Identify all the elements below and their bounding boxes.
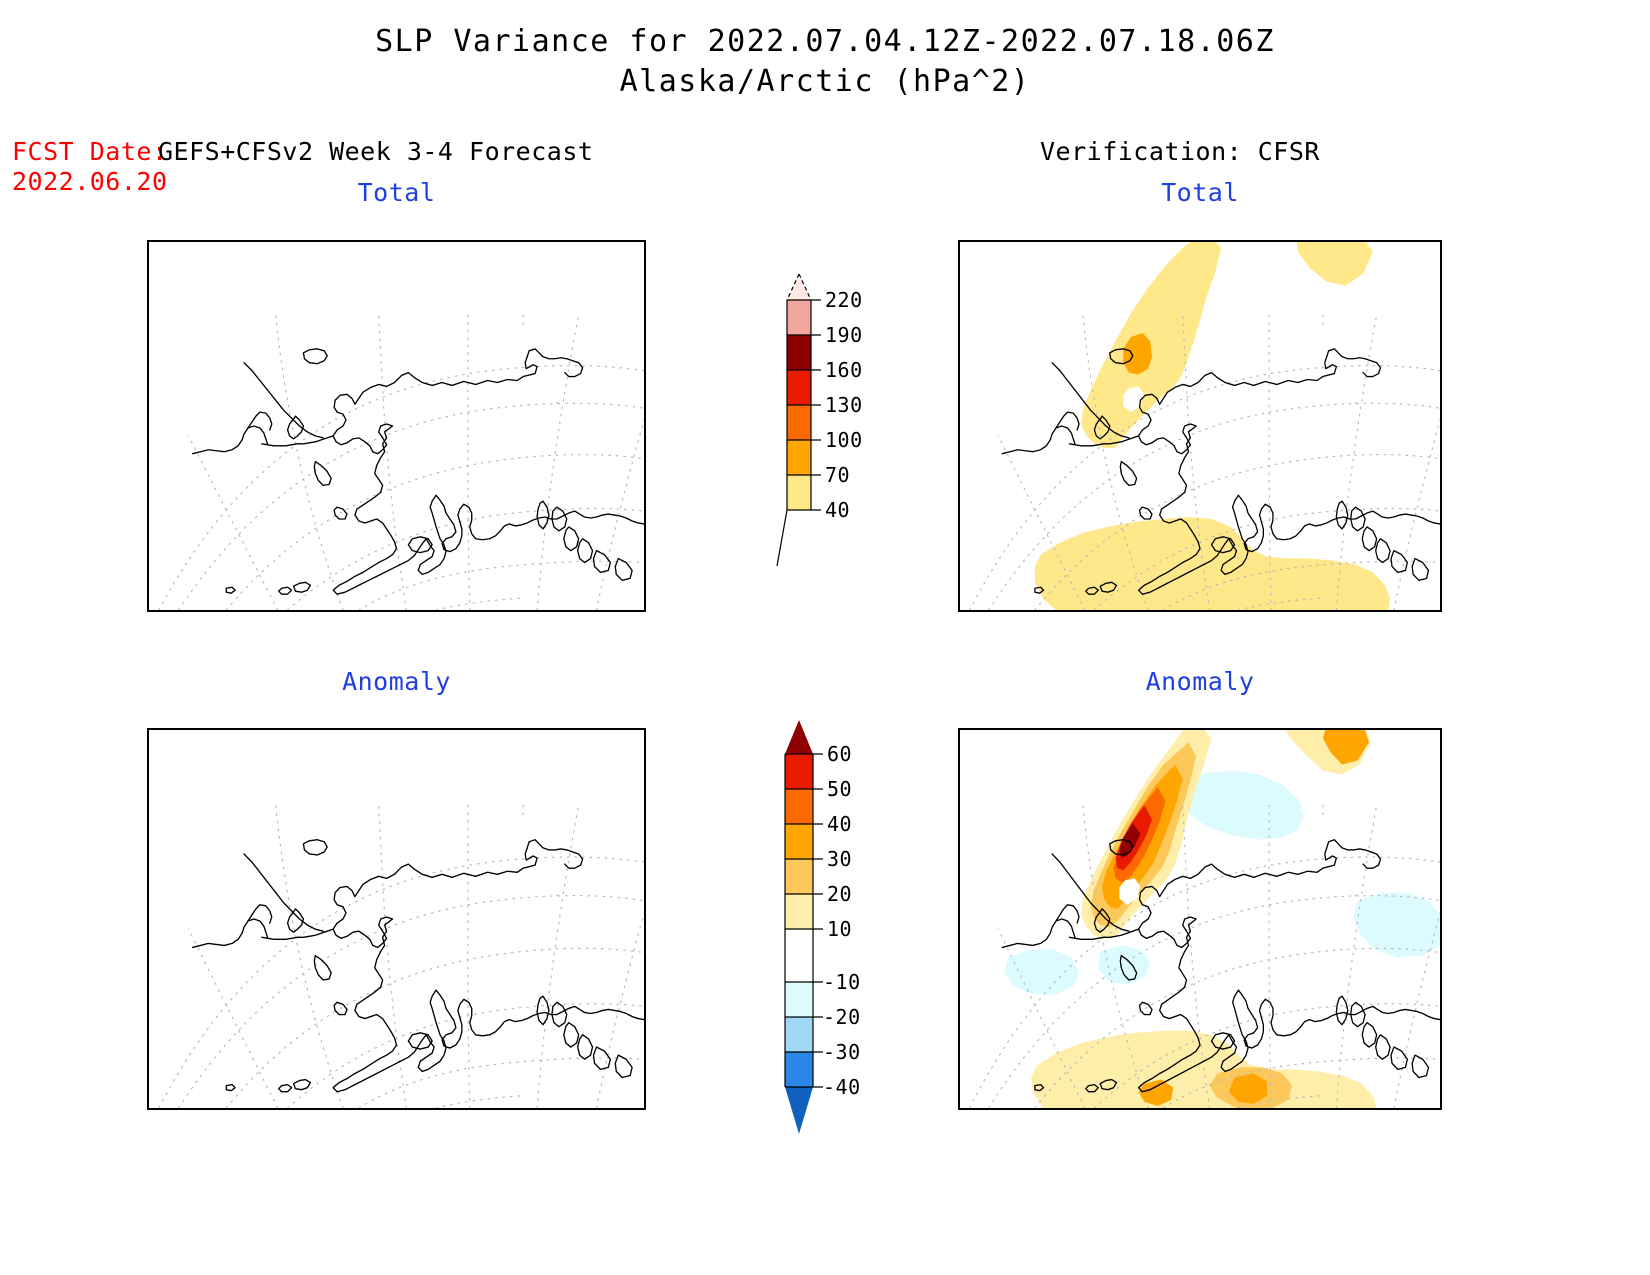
band-m40-m30 bbox=[785, 1052, 813, 1087]
panel-forecast-anomaly[interactable] bbox=[147, 728, 646, 1110]
colorbar-total[interactable]: 220 190 160 130 100 70 40 bbox=[755, 268, 875, 580]
map-forecast-anomaly bbox=[158, 804, 644, 1108]
panel-title-verification-total: Total bbox=[1161, 178, 1239, 207]
cbar-anom-tick-m10: -10 bbox=[823, 970, 861, 994]
cbar-anom-tick-m30: -30 bbox=[823, 1040, 861, 1064]
colorbar-anomaly[interactable]: 60 50 40 30 20 10 -10 -20 -30 -40 bbox=[755, 712, 875, 1142]
contour-fill-layer bbox=[1004, 730, 1440, 1108]
band-m30-m20 bbox=[785, 1017, 813, 1052]
graticule-lines bbox=[158, 804, 644, 1108]
verification-source-label: Verification: CFSR bbox=[1040, 137, 1320, 166]
band-40-70 bbox=[787, 475, 811, 510]
panel-verification-total[interactable] bbox=[958, 240, 1442, 612]
cbar-total-tick-220: 220 bbox=[825, 288, 863, 312]
forecast-model-label: GEFS+CFSv2 Week 3-4 Forecast bbox=[158, 137, 594, 166]
page-subtitle: Alaska/Arctic (hPa^2) bbox=[619, 64, 1031, 99]
forecast-date-label: FCST Date: 2022.06.20 bbox=[12, 137, 168, 196]
band-20-30 bbox=[785, 859, 813, 894]
cbar-anom-tick-40: 40 bbox=[827, 812, 853, 836]
cbar-anom-tick-m40: -40 bbox=[823, 1075, 861, 1099]
page-title: SLP Variance for 2022.07.04.12Z-2022.07.… bbox=[375, 24, 1275, 59]
band-190-220 bbox=[787, 300, 811, 335]
band-50-60 bbox=[785, 754, 813, 789]
panel-verification-anomaly[interactable] bbox=[958, 728, 1442, 1110]
coastline-outline bbox=[191, 348, 644, 595]
cbar-total-tick-40: 40 bbox=[825, 498, 851, 522]
cbar-total-tick-70: 70 bbox=[825, 463, 851, 487]
panel-forecast-total[interactable] bbox=[147, 240, 646, 612]
cbar-total-tick-100: 100 bbox=[825, 428, 863, 452]
cbar-anom-tick-30: 30 bbox=[827, 847, 853, 871]
cbar-anom-tick-10: 10 bbox=[827, 917, 853, 941]
band-130-160 bbox=[787, 370, 811, 405]
band-30-40 bbox=[785, 824, 813, 859]
map-forecast-total bbox=[158, 314, 644, 610]
map-verification-total bbox=[969, 242, 1440, 610]
colorbar-total-extend-max bbox=[787, 274, 811, 300]
coastline-outline bbox=[191, 839, 644, 1093]
band-160-190 bbox=[787, 335, 811, 370]
band-70-100 bbox=[787, 440, 811, 475]
colorbar-anomaly-extend-min bbox=[785, 1087, 813, 1134]
band-10-20 bbox=[785, 894, 813, 929]
cbar-anom-tick-60: 60 bbox=[827, 742, 853, 766]
panel-title-forecast-anomaly: Anomaly bbox=[342, 667, 451, 696]
contour-fill-layer bbox=[1034, 242, 1391, 610]
colorbar-anomaly-extend-max bbox=[785, 720, 813, 754]
band-neutral bbox=[785, 929, 813, 982]
cbar-anom-tick-m20: -20 bbox=[823, 1005, 861, 1029]
colorbar-anomaly-svg bbox=[784, 720, 823, 1134]
band-40-50 bbox=[785, 789, 813, 824]
cbar-anom-tick-50: 50 bbox=[827, 777, 853, 801]
map-verification-anomaly bbox=[968, 730, 1440, 1108]
cbar-total-tick-130: 130 bbox=[825, 393, 863, 417]
colorbar-total-svg bbox=[776, 273, 821, 567]
graticule-lines bbox=[158, 314, 644, 610]
cbar-total-tick-190: 190 bbox=[825, 323, 863, 347]
panel-title-forecast-total: Total bbox=[357, 178, 436, 207]
cbar-anom-tick-20: 20 bbox=[827, 882, 853, 906]
panel-title-verification-anomaly: Anomaly bbox=[1145, 667, 1255, 696]
band-100-130 bbox=[787, 405, 811, 440]
cbar-total-tick-160: 160 bbox=[825, 358, 863, 382]
band-m20-m10 bbox=[785, 982, 813, 1017]
chart-title-block: SLP Variance for 2022.07.04.12Z-2022.07.… bbox=[0, 22, 1650, 102]
